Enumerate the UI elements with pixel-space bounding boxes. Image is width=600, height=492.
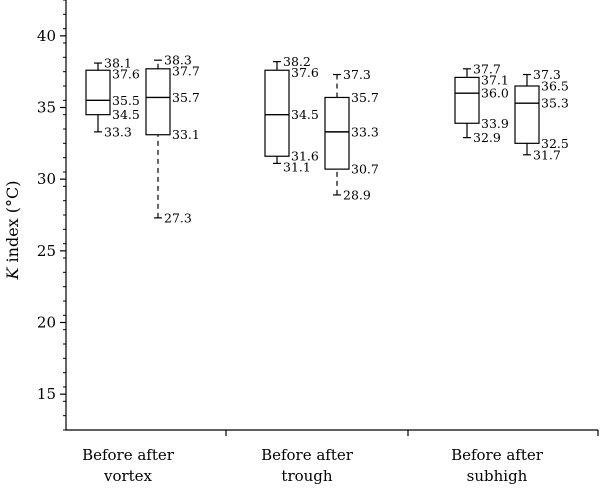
max-label: 37.7: [473, 61, 501, 76]
iqr-box: [85, 69, 111, 116]
max-label: 38.2: [283, 54, 311, 69]
y-axis-title-rest: index (°C): [3, 180, 22, 267]
q1-label: 33.9: [481, 116, 509, 131]
q3-label: 37.6: [291, 65, 319, 80]
max-label: 38.1: [104, 56, 132, 71]
q3-label: 35.7: [351, 90, 379, 105]
category-label-line1: Before after: [451, 446, 544, 464]
box-before-group-2: 38.237.6 34.5 31.631.1: [264, 54, 319, 175]
y-tick-label: 30: [37, 170, 56, 188]
min-label: 27.3: [164, 210, 192, 225]
y-tick-label: 25: [37, 242, 56, 260]
max-label: 38.3: [164, 53, 192, 68]
q3-label: 36.5: [541, 79, 569, 94]
box-after-group-2: 37.3 35.7 33.3 30.7 28.9: [324, 67, 379, 202]
q3-label: 37.1: [481, 72, 509, 87]
q3-label: 37.6: [112, 67, 140, 82]
iqr-box: [514, 85, 540, 144]
box-plots: 38.137.635.534.533.338.337.735.733.127.3…: [85, 53, 569, 225]
q3-label: 37.7: [172, 64, 200, 79]
y-tick-label: 20: [37, 314, 56, 332]
category-label-line2: vortex: [103, 467, 153, 485]
min-label: 31.1: [283, 160, 311, 175]
median-label: 33.3: [351, 124, 379, 139]
min-label: 33.3: [104, 124, 132, 139]
box-before-group-1: 38.137.6 35.534.5 33.3: [85, 56, 140, 139]
category-label-line2: trough: [281, 467, 332, 485]
q1-label: 32.5: [541, 136, 569, 151]
median-label: 35.3: [541, 96, 569, 111]
iqr-box: [324, 96, 350, 170]
box-after-group-1: 38.337.7 35.7 33.1 27.3: [145, 53, 200, 225]
min-label: 28.9: [343, 187, 371, 202]
category-label-line1: Before after: [261, 446, 354, 464]
min-label: 32.9: [473, 130, 501, 145]
box-before-group-3: 37.737.136.0 33.932.9: [454, 61, 509, 145]
category-label-line1: Before after: [82, 446, 175, 464]
q1-label: 33.1: [172, 127, 200, 142]
q1-label: 30.7: [351, 162, 379, 177]
median-label: 36.0: [481, 86, 509, 101]
y-tick-label: 40: [37, 27, 56, 45]
y-axis-title: K index (°C): [3, 180, 22, 280]
category-label-line2: subhigh: [467, 467, 528, 485]
median-label: 35.5: [112, 93, 140, 108]
iqr-box: [145, 68, 171, 136]
y-axis-title-italic: K: [3, 267, 22, 281]
y-tick-label: 15: [37, 385, 56, 403]
max-label: 37.3: [343, 67, 371, 82]
y-tick-label: 35: [37, 99, 56, 117]
axes: 15 20 25 30 35 40 Before after vortex Before aft…: [37, 0, 599, 485]
median-label: 34.5: [291, 107, 319, 122]
box-after-group-3: 37.336.5 35.3 32.531.7: [514, 67, 569, 162]
median-label: 35.7: [172, 90, 200, 105]
iqr-box: [454, 76, 480, 124]
max-label: 37.3: [533, 67, 561, 82]
iqr-box: [264, 69, 290, 157]
min-label: 31.7: [533, 147, 561, 162]
q1-label: 34.5: [112, 107, 140, 122]
q1-label: 31.6: [291, 149, 319, 164]
